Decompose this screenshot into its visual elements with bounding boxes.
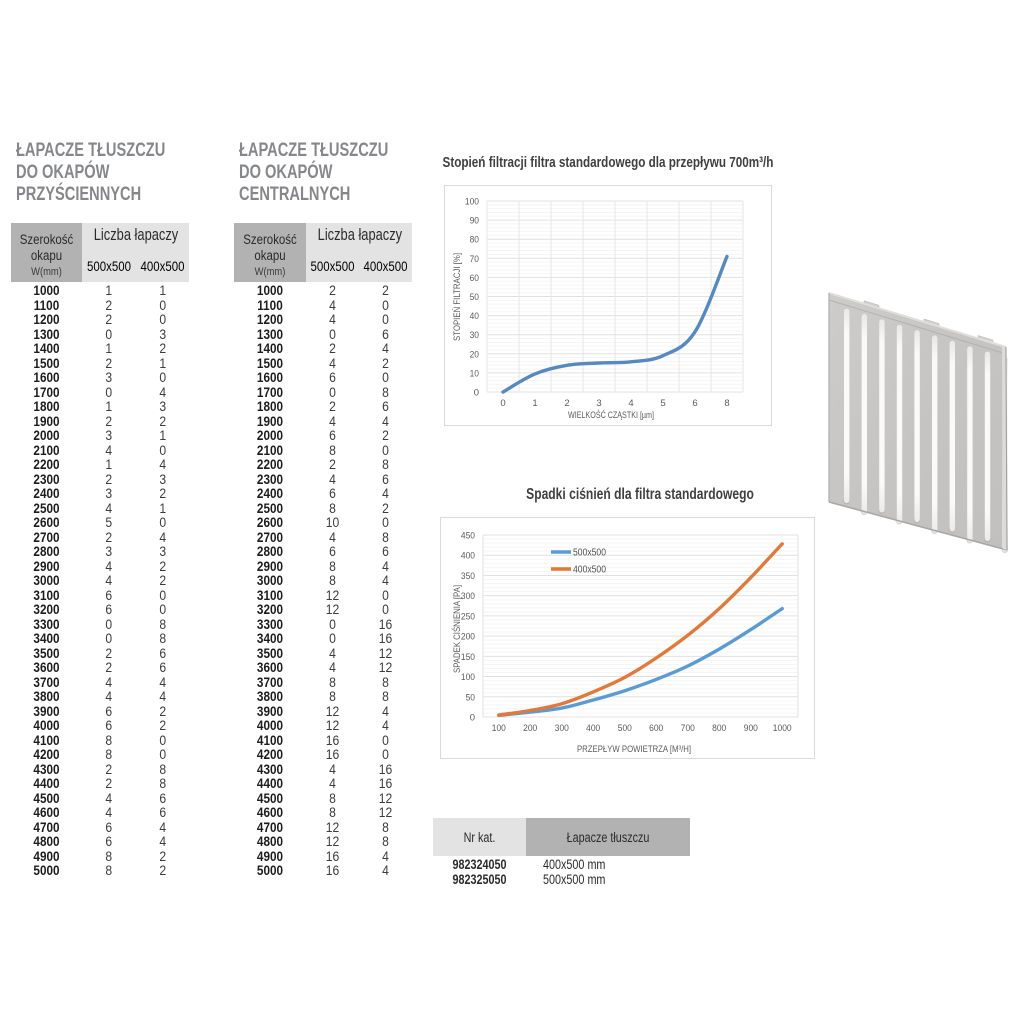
svg-text:90: 90 bbox=[470, 216, 479, 227]
svg-text:50: 50 bbox=[466, 692, 475, 703]
svg-text:700: 700 bbox=[681, 723, 695, 734]
svg-text:80: 80 bbox=[470, 235, 479, 246]
svg-text:0: 0 bbox=[474, 388, 479, 399]
svg-text:500x500: 500x500 bbox=[573, 548, 606, 559]
svg-text:400: 400 bbox=[586, 723, 600, 734]
svg-text:SPADEK CIŚNIENIA [PA]: SPADEK CIŚNIENIA [PA] bbox=[451, 585, 463, 673]
svg-text:800: 800 bbox=[712, 723, 726, 734]
svg-text:150: 150 bbox=[461, 652, 475, 663]
svg-text:2: 2 bbox=[564, 398, 569, 409]
svg-text:100: 100 bbox=[492, 723, 506, 734]
svg-text:500: 500 bbox=[618, 723, 632, 734]
svg-text:250: 250 bbox=[461, 611, 475, 622]
svg-text:PRZEPŁYW POWIETRZA [M³/H]: PRZEPŁYW POWIETRZA [M³/H] bbox=[577, 744, 691, 755]
svg-text:STOPIEŃ FILTRACJI [%]: STOPIEŃ FILTRACJI [%] bbox=[452, 253, 463, 341]
svg-text:100: 100 bbox=[465, 197, 479, 208]
svg-text:400: 400 bbox=[461, 551, 475, 562]
svg-text:60: 60 bbox=[470, 273, 479, 284]
svg-text:1000: 1000 bbox=[773, 723, 792, 734]
svg-text:300: 300 bbox=[461, 591, 475, 602]
svg-text:450: 450 bbox=[461, 531, 475, 542]
svg-text:5: 5 bbox=[660, 398, 665, 409]
svg-text:10: 10 bbox=[470, 368, 479, 379]
svg-text:300: 300 bbox=[555, 723, 569, 734]
svg-text:400x500: 400x500 bbox=[573, 565, 606, 576]
svg-text:200: 200 bbox=[523, 723, 537, 734]
svg-text:40: 40 bbox=[470, 311, 479, 322]
svg-text:30: 30 bbox=[470, 330, 479, 341]
svg-text:350: 350 bbox=[461, 571, 475, 582]
svg-text:70: 70 bbox=[470, 254, 479, 265]
svg-text:100: 100 bbox=[461, 672, 475, 683]
svg-text:1: 1 bbox=[532, 398, 537, 409]
svg-text:20: 20 bbox=[470, 349, 479, 360]
svg-text:600: 600 bbox=[649, 723, 663, 734]
svg-text:200: 200 bbox=[461, 632, 475, 643]
svg-text:WIELKOŚĆ CZĄSTKI [µm]: WIELKOŚĆ CZĄSTKI [µm] bbox=[568, 409, 654, 421]
svg-text:4: 4 bbox=[628, 398, 633, 409]
svg-text:6: 6 bbox=[692, 398, 697, 409]
svg-text:0: 0 bbox=[470, 713, 475, 724]
svg-text:0: 0 bbox=[500, 398, 505, 409]
svg-text:50: 50 bbox=[470, 292, 479, 303]
svg-text:3: 3 bbox=[596, 398, 601, 409]
svg-text:8: 8 bbox=[724, 398, 729, 409]
svg-text:900: 900 bbox=[744, 723, 758, 734]
